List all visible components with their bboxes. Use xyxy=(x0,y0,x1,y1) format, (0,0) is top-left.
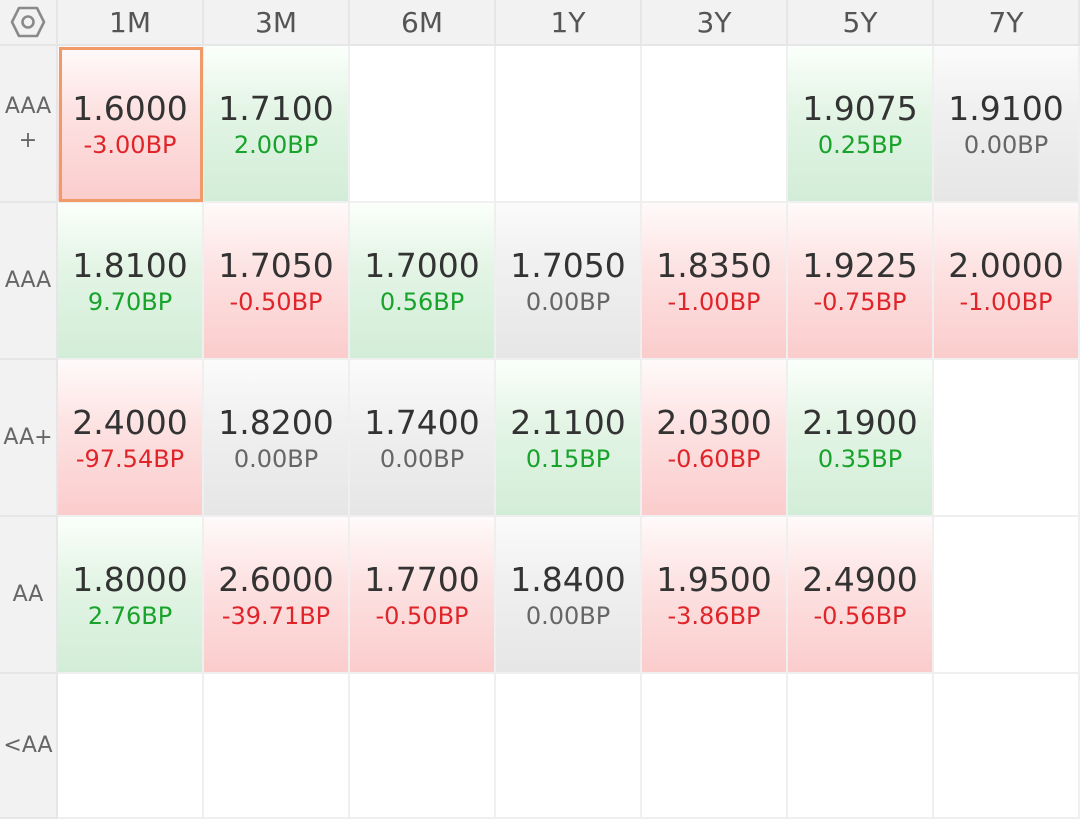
empty-cell xyxy=(788,674,934,819)
yield-value: 1.9225 xyxy=(802,245,918,285)
row-header[interactable]: AA+ xyxy=(0,360,58,517)
quote-cell[interactable]: 1.8350 -1.00BP xyxy=(642,203,788,360)
change-value: -1.00BP xyxy=(667,287,761,316)
column-header-1m[interactable]: 1M xyxy=(58,0,204,46)
quote-cell[interactable]: 1.8100 9.70BP xyxy=(58,203,204,360)
quote-cell[interactable]: 1.9500 -3.86BP xyxy=(642,517,788,674)
yield-value: 2.0000 xyxy=(948,245,1064,285)
yield-value: 2.4900 xyxy=(802,559,918,599)
quote-cell[interactable]: 1.9225 -0.75BP xyxy=(788,203,934,360)
change-value: -39.71BP xyxy=(221,601,331,630)
yield-value: 2.0300 xyxy=(656,402,772,442)
quote-cell[interactable]: 2.4900 -0.56BP xyxy=(788,517,934,674)
change-value: 0.00BP xyxy=(379,444,465,473)
empty-cell xyxy=(934,517,1080,674)
column-header-5y[interactable]: 5Y xyxy=(788,0,934,46)
empty-cell xyxy=(642,46,788,203)
change-value: 0.56BP xyxy=(379,287,465,316)
yield-value: 1.6000 xyxy=(72,88,188,128)
empty-cell xyxy=(934,360,1080,517)
yield-value: 2.1100 xyxy=(510,402,626,442)
column-header-7y[interactable]: 7Y xyxy=(934,0,1080,46)
empty-cell xyxy=(204,674,350,819)
change-value: -0.50BP xyxy=(229,287,323,316)
quote-cell[interactable]: 2.6000 -39.71BP xyxy=(204,517,350,674)
yield-value: 1.7050 xyxy=(510,245,626,285)
yield-value: 1.7000 xyxy=(364,245,480,285)
column-header-1y[interactable]: 1Y xyxy=(496,0,642,46)
settings-button[interactable] xyxy=(0,0,58,46)
yield-value: 1.8100 xyxy=(72,245,188,285)
column-header-6m[interactable]: 6M xyxy=(350,0,496,46)
yield-value: 1.7050 xyxy=(218,245,334,285)
yield-value: 1.9100 xyxy=(948,88,1064,128)
change-value: 0.25BP xyxy=(817,130,903,159)
quote-cell[interactable]: 1.7000 0.56BP xyxy=(350,203,496,360)
quote-cell[interactable]: 1.8400 0.00BP xyxy=(496,517,642,674)
quote-cell[interactable]: 2.4000 -97.54BP xyxy=(58,360,204,517)
quote-cell[interactable]: 2.0300 -0.60BP xyxy=(642,360,788,517)
yield-value: 1.7700 xyxy=(364,559,480,599)
change-value: 2.76BP xyxy=(87,601,173,630)
yield-value: 2.4000 xyxy=(72,402,188,442)
quote-cell[interactable]: 1.8200 0.00BP xyxy=(204,360,350,517)
change-value: 0.00BP xyxy=(525,287,611,316)
quote-cell[interactable]: 1.9075 0.25BP xyxy=(788,46,934,203)
quote-cell[interactable]: 2.1100 0.15BP xyxy=(496,360,642,517)
column-header-3m[interactable]: 3M xyxy=(204,0,350,46)
change-value: 0.15BP xyxy=(525,444,611,473)
quote-cell[interactable]: 1.7050 0.00BP xyxy=(496,203,642,360)
yield-value: 1.9500 xyxy=(656,559,772,599)
hexagon-settings-icon xyxy=(10,6,46,38)
quote-cell[interactable]: 1.8000 2.76BP xyxy=(58,517,204,674)
row-header[interactable]: AAA + xyxy=(0,46,58,203)
change-value: -3.86BP xyxy=(667,601,761,630)
change-value: 9.70BP xyxy=(87,287,173,316)
yield-value: 2.1900 xyxy=(802,402,918,442)
empty-cell xyxy=(58,674,204,819)
yield-value: 1.8000 xyxy=(72,559,188,599)
empty-cell xyxy=(496,674,642,819)
change-value: -1.00BP xyxy=(959,287,1053,316)
change-value: -97.54BP xyxy=(75,444,185,473)
row-header[interactable]: AA xyxy=(0,517,58,674)
yield-value: 1.8350 xyxy=(656,245,772,285)
change-value: -0.75BP xyxy=(813,287,907,316)
quote-cell[interactable]: 1.7100 2.00BP xyxy=(204,46,350,203)
yield-value: 1.8400 xyxy=(510,559,626,599)
change-value: 0.35BP xyxy=(817,444,903,473)
change-value: 0.00BP xyxy=(233,444,319,473)
row-header[interactable]: <AA xyxy=(0,674,58,819)
quote-cell[interactable]: 1.7400 0.00BP xyxy=(350,360,496,517)
empty-cell xyxy=(934,674,1080,819)
quote-cell[interactable]: 1.6000 -3.00BP xyxy=(58,46,204,203)
change-value: -3.00BP xyxy=(83,130,177,159)
yield-value: 1.7400 xyxy=(364,402,480,442)
column-header-3y[interactable]: 3Y xyxy=(642,0,788,46)
empty-cell xyxy=(350,46,496,203)
change-value: -0.50BP xyxy=(375,601,469,630)
change-value: -0.56BP xyxy=(813,601,907,630)
change-value: 2.00BP xyxy=(233,130,319,159)
row-header[interactable]: AAA xyxy=(0,203,58,360)
change-value: 0.00BP xyxy=(525,601,611,630)
empty-cell xyxy=(642,674,788,819)
quote-cell[interactable]: 1.7050 -0.50BP xyxy=(204,203,350,360)
quote-cell[interactable]: 2.0000 -1.00BP xyxy=(934,203,1080,360)
change-value: 0.00BP xyxy=(963,130,1049,159)
quote-cell[interactable]: 1.9100 0.00BP xyxy=(934,46,1080,203)
quote-cell[interactable]: 1.7700 -0.50BP xyxy=(350,517,496,674)
empty-cell xyxy=(496,46,642,203)
yield-value: 1.8200 xyxy=(218,402,334,442)
change-value: -0.60BP xyxy=(667,444,761,473)
quote-cell[interactable]: 2.1900 0.35BP xyxy=(788,360,934,517)
yield-value: 1.9075 xyxy=(802,88,918,128)
empty-cell xyxy=(350,674,496,819)
yield-value: 1.7100 xyxy=(218,88,334,128)
yield-value: 2.6000 xyxy=(218,559,334,599)
